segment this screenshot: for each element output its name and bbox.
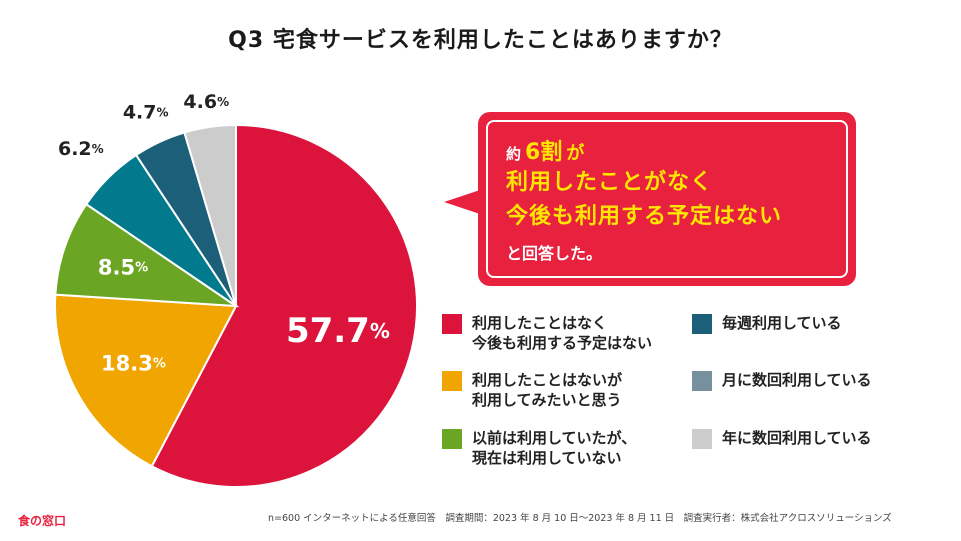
callout-tail: [444, 190, 480, 214]
pie-chart: 57.7%18.3%8.5%6.2%4.7% 4.6%: [54, 91, 418, 488]
callout-line-2: 利用したことがなく: [506, 170, 714, 195]
callout-line-4: と回答した。: [506, 244, 603, 263]
data-label-yearly: 4.6%: [183, 91, 229, 113]
legend-item-yearly: 年に数回利用している: [692, 428, 872, 449]
legend-swatch: [692, 429, 712, 449]
legend-label: 利用したことはないが 利用してみたいと思う: [472, 371, 623, 409]
callout-suffix: が: [566, 143, 585, 164]
percent-sign: %: [135, 260, 148, 275]
legend-label: 毎週利用している: [722, 314, 842, 332]
callout-line-3: 今後も利用する予定はない: [506, 204, 783, 229]
legend-item-monthly: 月に数回利用している: [692, 370, 872, 391]
data-label-monthly: 4.7%: [123, 101, 169, 123]
legend-swatch: [692, 371, 712, 391]
footer-note: n=600 インターネットによる任意回答 調査期間：2023 年 8 月 10 …: [268, 513, 892, 524]
pie-slice-yearly: [183, 123, 237, 307]
percent-sign: %: [156, 105, 168, 119]
callout-prefix: 約: [506, 145, 522, 163]
legend-label: 年に数回利用している: [722, 429, 872, 447]
legend-swatch: [442, 314, 462, 334]
legend-item-never: 利用したことはなく 今後も利用する予定はない: [442, 313, 652, 353]
pie-slice-want-to-try: [54, 293, 238, 468]
data-label-weekly: 6.2%: [58, 138, 104, 160]
legend-label: 利用したことはなく 今後も利用する予定はない: [472, 314, 653, 352]
legend-item-weekly: 毎週利用している: [692, 313, 842, 334]
pie-slice-used-before: [54, 202, 240, 308]
legend-label: 以前は利用していたが、 現在は利用していない: [472, 429, 637, 467]
legend-item-want-to-try: 利用したことはないが 利用してみたいと思う: [442, 370, 622, 410]
callout-line-1: 約 6割が: [506, 134, 846, 166]
legend-swatch: [442, 371, 462, 391]
legend-swatch: [692, 314, 712, 334]
chart-title: Q3 宅食サービスを利用したことはありますか？: [228, 28, 733, 53]
legend-item-used-before: 以前は利用していたが、 現在は利用していない: [442, 428, 636, 468]
data-label-used-before: 8.5%: [98, 255, 148, 279]
percent-sign: %: [370, 319, 390, 343]
pie-slice-never: [150, 123, 418, 488]
percent-sign: %: [92, 142, 104, 156]
callout-big: 6割: [525, 140, 563, 165]
legend-label: 月に数回利用している: [722, 371, 872, 389]
legend-swatch: [442, 429, 462, 449]
percent-sign: %: [153, 356, 166, 371]
callout-box: 約 6割が 利用したことがなく 今後も利用する予定はない と回答した。: [478, 112, 856, 286]
callout-inner: 約 6割が 利用したことがなく 今後も利用する予定はない と回答した。: [486, 120, 848, 278]
brand-logo: 食の窓口: [18, 514, 67, 528]
percent-sign: %: [217, 95, 229, 109]
